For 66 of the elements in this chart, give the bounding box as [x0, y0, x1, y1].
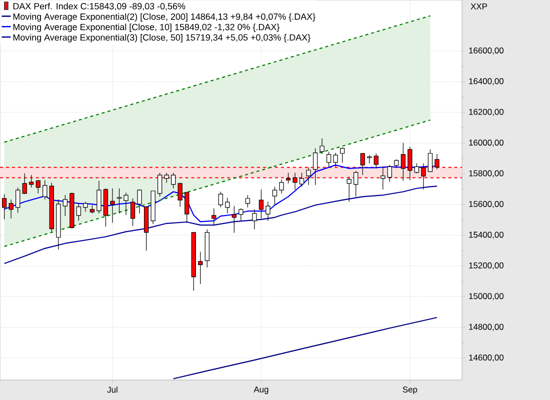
candlestick — [245, 194, 250, 208]
candlestick — [96, 180, 102, 214]
candlestick — [116, 188, 122, 214]
x-tick-label: Jul — [107, 386, 118, 393]
y-tick-label: 14800,00 — [469, 324, 504, 331]
candlestick — [83, 201, 88, 212]
candlestick — [225, 197, 230, 214]
candlestick — [387, 164, 392, 182]
candlestick — [164, 172, 169, 184]
y-tick-label: 15800,00 — [469, 170, 504, 178]
candlestick — [374, 153, 378, 169]
candlestick — [428, 149, 433, 172]
candlestick — [360, 153, 365, 176]
x-tick-label: Aug — [254, 386, 268, 394]
candlestick — [212, 208, 216, 226]
candlestick — [137, 189, 142, 214]
candlestick — [258, 189, 264, 219]
y-tick-label: 16400,00 — [469, 78, 504, 86]
candlestick — [346, 176, 352, 202]
candlestick — [198, 251, 203, 284]
candlestick — [279, 179, 284, 194]
y-tick-label: 16600,00 — [469, 47, 504, 54]
line-series — [4, 186, 438, 264]
candlestick — [232, 206, 237, 234]
candlestick — [380, 166, 386, 190]
candlestick — [333, 152, 338, 168]
legend-label: Moving Average Exponential(3) [Close, 50] 15719,34 +5,05 +0,03% {.DAX} — [13, 34, 310, 42]
candlestick — [218, 191, 223, 208]
candlestick — [326, 151, 332, 168]
y-tick-label: 15000,00 — [469, 293, 504, 300]
candlestick — [340, 147, 345, 164]
y-tick-label: 15200,00 — [469, 262, 504, 270]
line-series — [172, 316, 438, 380]
candlestick — [8, 199, 14, 219]
candlestick — [42, 180, 48, 200]
candlestick — [238, 208, 244, 222]
candlestick — [16, 187, 20, 214]
candlestick — [414, 163, 420, 174]
y-tick-label: 14600,00 — [469, 354, 504, 362]
candlestick — [178, 182, 182, 208]
candlestick — [110, 188, 115, 224]
candlestick — [62, 194, 68, 216]
candlestick — [76, 203, 82, 222]
candlestick — [299, 172, 304, 187]
y-tick-label: 15400,00 — [469, 232, 504, 239]
candlestick — [252, 209, 257, 230]
y-axis-title: XXP — [470, 4, 488, 10]
candlestick — [171, 172, 176, 189]
candlestick — [124, 192, 128, 216]
candlestick — [184, 191, 190, 224]
x-tick-label: Sep — [402, 386, 418, 394]
candlestick — [312, 148, 318, 186]
candlestick — [266, 201, 270, 222]
candlestick — [272, 186, 278, 206]
y-tick-label: 16000,00 — [469, 140, 504, 147]
candlestick — [306, 167, 311, 186]
legend-label: Moving Average Exponential(2) [Close, 200] 14864,13 +9,84 +0,07% {.DAX} — [13, 13, 316, 22]
y-tick-label: 15600,00 — [469, 201, 504, 208]
candlestick — [2, 194, 7, 220]
candlestick — [320, 138, 324, 154]
legend-label: DAX Perf. Index C:15843,09 -89,03 -0,56% — [13, 2, 186, 10]
candlestick — [130, 198, 136, 226]
candlestick — [157, 172, 162, 197]
candlestick — [354, 170, 358, 197]
legend-label: Moving Average Exponential [Close, 10] 15849,02 -1,32 0% {.DAX} — [13, 24, 280, 32]
y-tick-label: 16200,00 — [469, 108, 504, 116]
